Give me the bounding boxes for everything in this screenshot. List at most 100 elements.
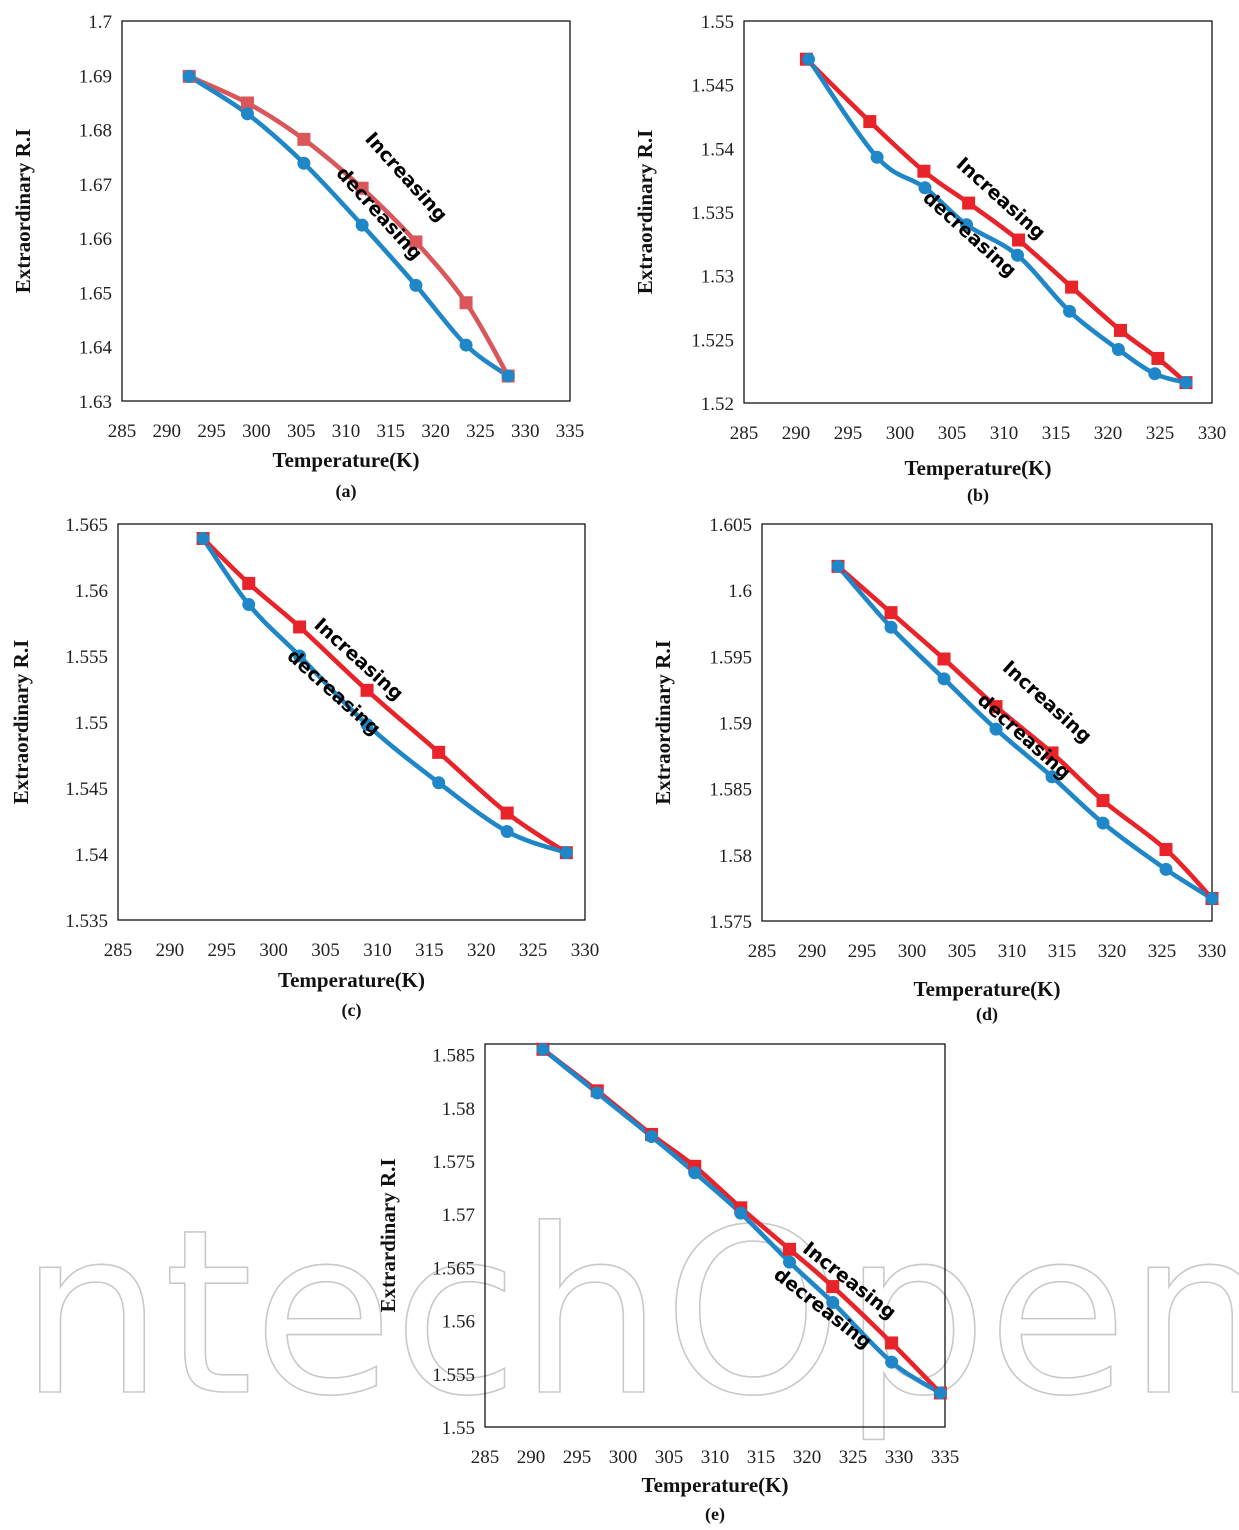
y-tick-label: 1.565 (65, 515, 108, 536)
x-tick-label: 305 (311, 940, 340, 961)
y-tick-label: 1.65 (79, 283, 112, 304)
y-axis-title: Extraordinary R.I (9, 640, 33, 805)
plot-area-frame (117, 523, 586, 921)
data-point-decreasing (1096, 816, 1110, 830)
y-tick-label: 1.58 (442, 1099, 475, 1120)
data-point-decreasing (559, 846, 573, 860)
data-point-increasing (885, 1336, 899, 1350)
y-tick-label: 1.535 (65, 911, 108, 932)
y-tick-label: 1.52 (701, 394, 734, 415)
panel-label: (b) (967, 485, 989, 506)
watermark: IntechOpen (0, 1180, 1239, 1446)
y-axis-title: Extraordinary R.I (11, 129, 35, 294)
x-tick-label: 330 (1198, 941, 1227, 962)
data-point-decreasing (1159, 862, 1173, 876)
x-tick-label: 285 (104, 940, 133, 961)
data-point-increasing (1096, 794, 1110, 808)
data-point-increasing (500, 806, 514, 820)
y-tick-label: 1.585 (709, 780, 752, 801)
x-tick-label: 315 (377, 421, 406, 442)
x-tick-label: 320 (421, 421, 450, 442)
x-tick-label: 295 (834, 423, 863, 444)
chart-panel-d: 1.575 1.58 1.585 1.59 1.595 1.6 1.605 285 290 295… (651, 515, 1226, 1025)
x-tick-label: 285 (108, 421, 137, 442)
data-point-decreasing (355, 218, 369, 232)
data-point-decreasing (884, 620, 898, 634)
data-point-decreasing (1045, 770, 1059, 784)
data-point-increasing (989, 700, 1003, 714)
data-point-decreasing (885, 1355, 899, 1369)
plot-area-frame (484, 1043, 946, 1428)
x-tick-label: 325 (1148, 941, 1177, 962)
data-point-increasing (783, 1242, 797, 1256)
data-point-decreasing (536, 1042, 550, 1056)
series-line-increasing (186, 74, 511, 379)
x-tick-label: 290 (782, 423, 811, 444)
y-tick-label: 1.585 (432, 1046, 475, 1067)
chart-panel-b: 1.52 1.525 1.53 1.535 1.54 1.545 1.55 285 290 295… (633, 12, 1226, 506)
x-tick-label: 310 (990, 423, 1019, 444)
plot-area-frame (743, 20, 1213, 404)
data-point-increasing (1012, 233, 1026, 247)
x-tick-label: 330 (1198, 423, 1227, 444)
panel-label: (e) (705, 1504, 725, 1525)
data-point-increasing (360, 683, 374, 697)
y-tick-label: 1.545 (691, 76, 734, 97)
x-tick-label: 300 (242, 421, 271, 442)
data-point-increasing (293, 620, 307, 634)
data-point-increasing (355, 181, 369, 195)
x-tick-label: 315 (1042, 423, 1071, 444)
x-axis-title: Temperature(K) (273, 448, 420, 472)
data-point-decreasing (1063, 304, 1077, 318)
data-point-decreasing (500, 825, 514, 839)
x-axis-title: Temperature(K) (642, 1473, 789, 1497)
data-point-increasing (242, 576, 256, 590)
data-point-decreasing (293, 649, 307, 663)
x-axis-title: Temperature(K) (278, 968, 425, 992)
x-tick-label: 305 (938, 423, 967, 444)
data-point-decreasing (1179, 376, 1193, 390)
x-tick-label: 295 (197, 421, 226, 442)
x-tick-label: 300 (609, 1447, 638, 1468)
data-point-increasing (240, 96, 254, 110)
x-tick-label: 310 (998, 941, 1027, 962)
y-tick-label: 1.69 (79, 66, 112, 87)
x-tick-label: 325 (1146, 423, 1175, 444)
y-tick-label: 1.54 (75, 845, 109, 866)
x-tick-label: 290 (517, 1447, 546, 1468)
y-tick-label: 1.575 (709, 912, 752, 933)
data-point-increasing (409, 235, 423, 249)
x-tick-label: 310 (332, 421, 361, 442)
series-line-decreasing (186, 74, 511, 379)
y-tick-label: 1.54 (701, 139, 735, 160)
data-point-decreasing (1011, 248, 1025, 262)
y-tick-label: 1.555 (65, 647, 108, 668)
data-point-decreasing (1205, 892, 1219, 906)
x-tick-label: 295 (563, 1447, 592, 1468)
data-point-decreasing (688, 1166, 702, 1180)
x-tick-label: 315 (1048, 941, 1077, 962)
data-point-decreasing (182, 69, 196, 83)
data-point-increasing (1065, 280, 1079, 294)
data-point-increasing (863, 115, 877, 129)
y-tick-label: 1.555 (432, 1365, 475, 1386)
y-axis-title: Extraordinary R.I (633, 130, 657, 295)
x-tick-label: 320 (793, 1447, 822, 1468)
x-tick-label: 310 (363, 940, 392, 961)
data-point-increasing (937, 652, 951, 666)
x-tick-label: 300 (259, 940, 288, 961)
y-tick-label: 1.57 (442, 1205, 475, 1226)
data-point-decreasing (960, 218, 974, 232)
x-tick-label: 285 (471, 1447, 500, 1468)
x-tick-label: 330 (885, 1447, 914, 1468)
x-axis-title: Temperature(K) (905, 456, 1052, 480)
x-tick-label: 335 (556, 421, 585, 442)
data-point-decreasing (297, 156, 311, 170)
data-point-decreasing (459, 338, 473, 352)
data-point-decreasing (989, 722, 1003, 736)
data-point-increasing (1159, 843, 1173, 857)
x-tick-label: 295 (208, 940, 237, 961)
x-tick-label: 305 (287, 421, 316, 442)
y-tick-label: 1.56 (75, 581, 108, 602)
data-point-decreasing (734, 1206, 748, 1220)
